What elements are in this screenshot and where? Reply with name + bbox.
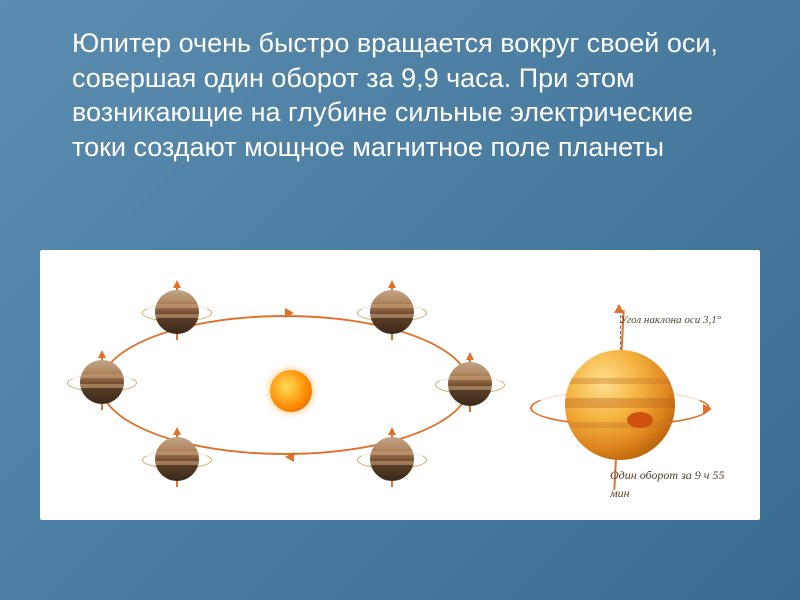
orbit-direction-arrow <box>285 452 294 462</box>
great-red-spot <box>627 412 653 428</box>
rotation-axis-arrow <box>173 427 181 435</box>
rotation-direction-arrow <box>703 404 712 414</box>
planet-body <box>370 290 414 334</box>
rotation-axis-arrow <box>173 280 181 288</box>
rotation-axis-arrow <box>466 352 474 360</box>
slide-main-text: Юпитер очень быстро вращается вокруг сво… <box>72 26 750 164</box>
planet-body <box>448 362 492 406</box>
tilt-label: Угол наклона оси 3,1° <box>620 310 740 328</box>
period-label: Один оборот за 9 ч 55 мин <box>610 466 740 502</box>
detail-diagram: Угол наклона оси 3,1° Один оборот за 9 ч… <box>520 280 730 490</box>
planet-body <box>370 437 414 481</box>
rotation-axis-arrow <box>388 427 396 435</box>
orbiting-planet <box>80 360 124 404</box>
orbiting-planet <box>448 362 492 406</box>
orbit-diagram <box>70 280 500 490</box>
slide-text-content: Юпитер очень быстро вращается вокруг сво… <box>72 28 718 162</box>
rotation-axis-arrow <box>388 280 396 288</box>
rotation-axis-arrow <box>98 350 106 358</box>
detail-planet-body <box>565 350 675 460</box>
orbiting-planet <box>370 290 414 334</box>
planet-body <box>80 360 124 404</box>
sun-icon <box>270 370 312 412</box>
orbiting-planet <box>370 437 414 481</box>
orbiting-planet <box>155 437 199 481</box>
orbit-direction-arrow <box>285 308 294 318</box>
orbiting-planet <box>155 290 199 334</box>
planet-body <box>155 290 199 334</box>
figure-container: Угол наклона оси 3,1° Один оборот за 9 ч… <box>40 250 760 520</box>
planet-body <box>155 437 199 481</box>
